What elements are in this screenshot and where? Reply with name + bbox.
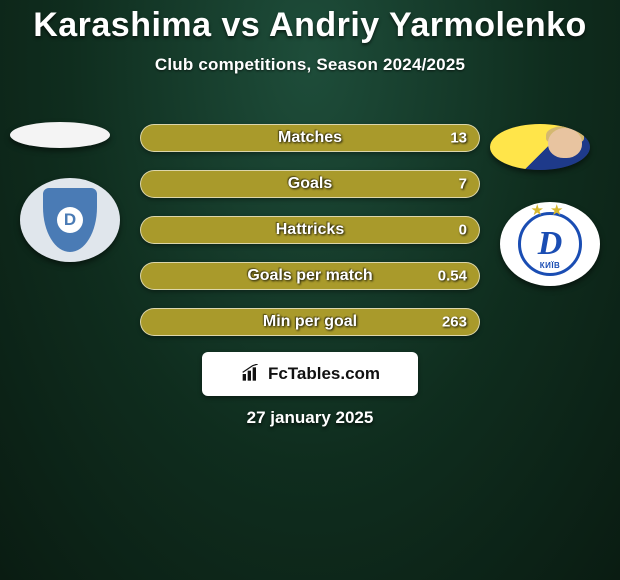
- stat-row: Goals per match 0.54: [140, 262, 480, 290]
- daugava-initial: D: [57, 207, 83, 233]
- date-text: 27 january 2025: [0, 408, 620, 428]
- dynamo-kyiv-text: КИЇВ: [521, 261, 579, 270]
- stat-bar: Hattricks 0: [140, 216, 480, 244]
- club-right-logo: ★★ D КИЇВ: [500, 202, 600, 286]
- fctables-badge[interactable]: FcTables.com: [202, 352, 418, 396]
- dynamo-shield-icon: ★★ D КИЇВ: [518, 212, 582, 276]
- stat-row: Min per goal 263: [140, 308, 480, 336]
- stat-label: Min per goal: [263, 313, 357, 331]
- stats-container: Matches 13 Goals 7 Hattricks 0 Goals per…: [140, 124, 480, 354]
- stat-label: Goals per match: [247, 267, 372, 285]
- stat-value-right: 263: [442, 314, 467, 331]
- stat-value-right: 0: [459, 222, 467, 239]
- stat-label: Hattricks: [276, 221, 344, 239]
- daugava-shield-icon: D: [43, 188, 97, 252]
- stat-row: Goals 7: [140, 170, 480, 198]
- stat-bar: Matches 13: [140, 124, 480, 152]
- page-subtitle: Club competitions, Season 2024/2025: [0, 55, 620, 75]
- player-left-photo: [10, 122, 110, 148]
- stat-bar: Min per goal 263: [140, 308, 480, 336]
- page-title: Karashima vs Andriy Yarmolenko: [0, 0, 620, 45]
- club-left-logo: D: [20, 178, 120, 262]
- player-right-photo: [490, 124, 590, 170]
- bar-chart-icon: [240, 364, 262, 384]
- dynamo-stars-icon: ★★: [521, 201, 579, 219]
- stat-label: Goals: [288, 175, 332, 193]
- stat-value-right: 7: [459, 176, 467, 193]
- fctables-text: FcTables.com: [268, 364, 380, 384]
- stat-bar: Goals per match 0.54: [140, 262, 480, 290]
- stat-row: Matches 13: [140, 124, 480, 152]
- stat-row: Hattricks 0: [140, 216, 480, 244]
- dynamo-initial: D: [538, 227, 563, 261]
- stat-value-right: 13: [450, 130, 467, 147]
- stat-label: Matches: [278, 129, 342, 147]
- stat-value-right: 0.54: [438, 268, 467, 285]
- stat-bar: Goals 7: [140, 170, 480, 198]
